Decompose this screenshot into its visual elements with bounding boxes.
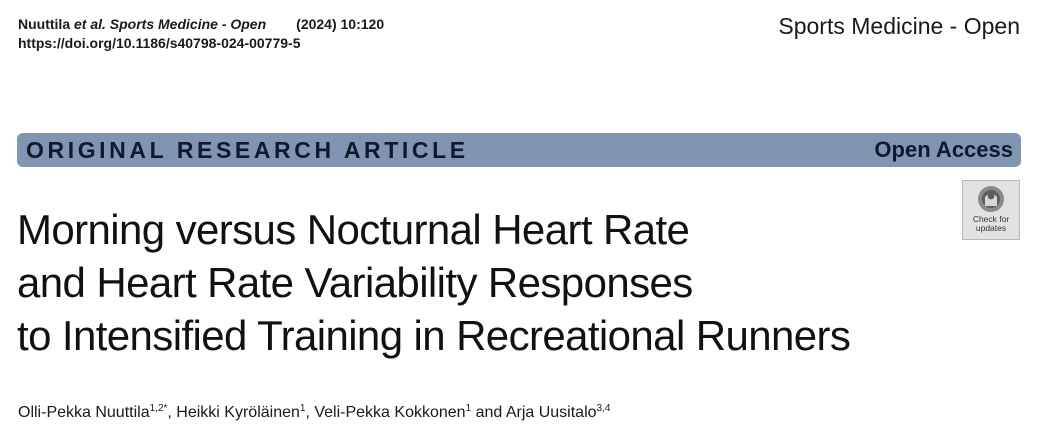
article-type-label: ORIGINAL RESEARCH ARTICLE: [26, 137, 469, 163]
citation-line: Nuuttila et al. Sports Medicine - Open (2…: [18, 15, 384, 34]
check-for-updates-text: Check for updates: [972, 214, 1010, 233]
check-for-updates-icon: [978, 186, 1004, 212]
article-title: Morning versus Nocturnal Heart Rate and …: [17, 203, 947, 362]
check-for-updates-badge[interactable]: Check for updates: [962, 180, 1020, 240]
article-type-banner: ORIGINAL RESEARCH ARTICLE Open Access: [17, 133, 1021, 167]
doi-link[interactable]: https://doi.org/10.1186/s40798-024-00779…: [18, 35, 301, 51]
year-volume: (2024) 10:120: [296, 16, 385, 32]
title-line: to Intensified Training in Recreational …: [17, 312, 851, 359]
title-line: Morning versus Nocturnal Heart Rate: [17, 206, 690, 253]
title-line: and Heart Rate Variability Responses: [17, 259, 693, 306]
author-affiliation: 1: [299, 403, 306, 414]
article-meta: Nuuttila et al. Sports Medicine - Open (2…: [18, 15, 384, 53]
author-name[interactable]: Heikki Kyröläinen: [176, 404, 300, 421]
author-name[interactable]: Veli-Pekka Kokkonen: [314, 404, 466, 421]
running-author: Nuuttila et al. Sports Medicine - Open: [18, 16, 267, 32]
author-list: Olli-Pekka Nuuttila1,2*, Heikki Kyröläin…: [18, 402, 610, 424]
author-separator: and: [471, 404, 506, 421]
author-affiliation: 1,2*: [149, 403, 168, 414]
journal-name: Sports Medicine - Open: [778, 13, 1020, 39]
author-affiliation: 3,4: [596, 403, 611, 414]
author-name[interactable]: Arja Uusitalo: [505, 404, 597, 421]
author-separator: ,: [305, 404, 315, 421]
author-name[interactable]: Olli-Pekka Nuuttila: [18, 404, 150, 421]
open-access-label: Open Access: [874, 137, 1013, 162]
author-separator: ,: [167, 404, 177, 421]
author-affiliation: 1: [465, 403, 472, 414]
